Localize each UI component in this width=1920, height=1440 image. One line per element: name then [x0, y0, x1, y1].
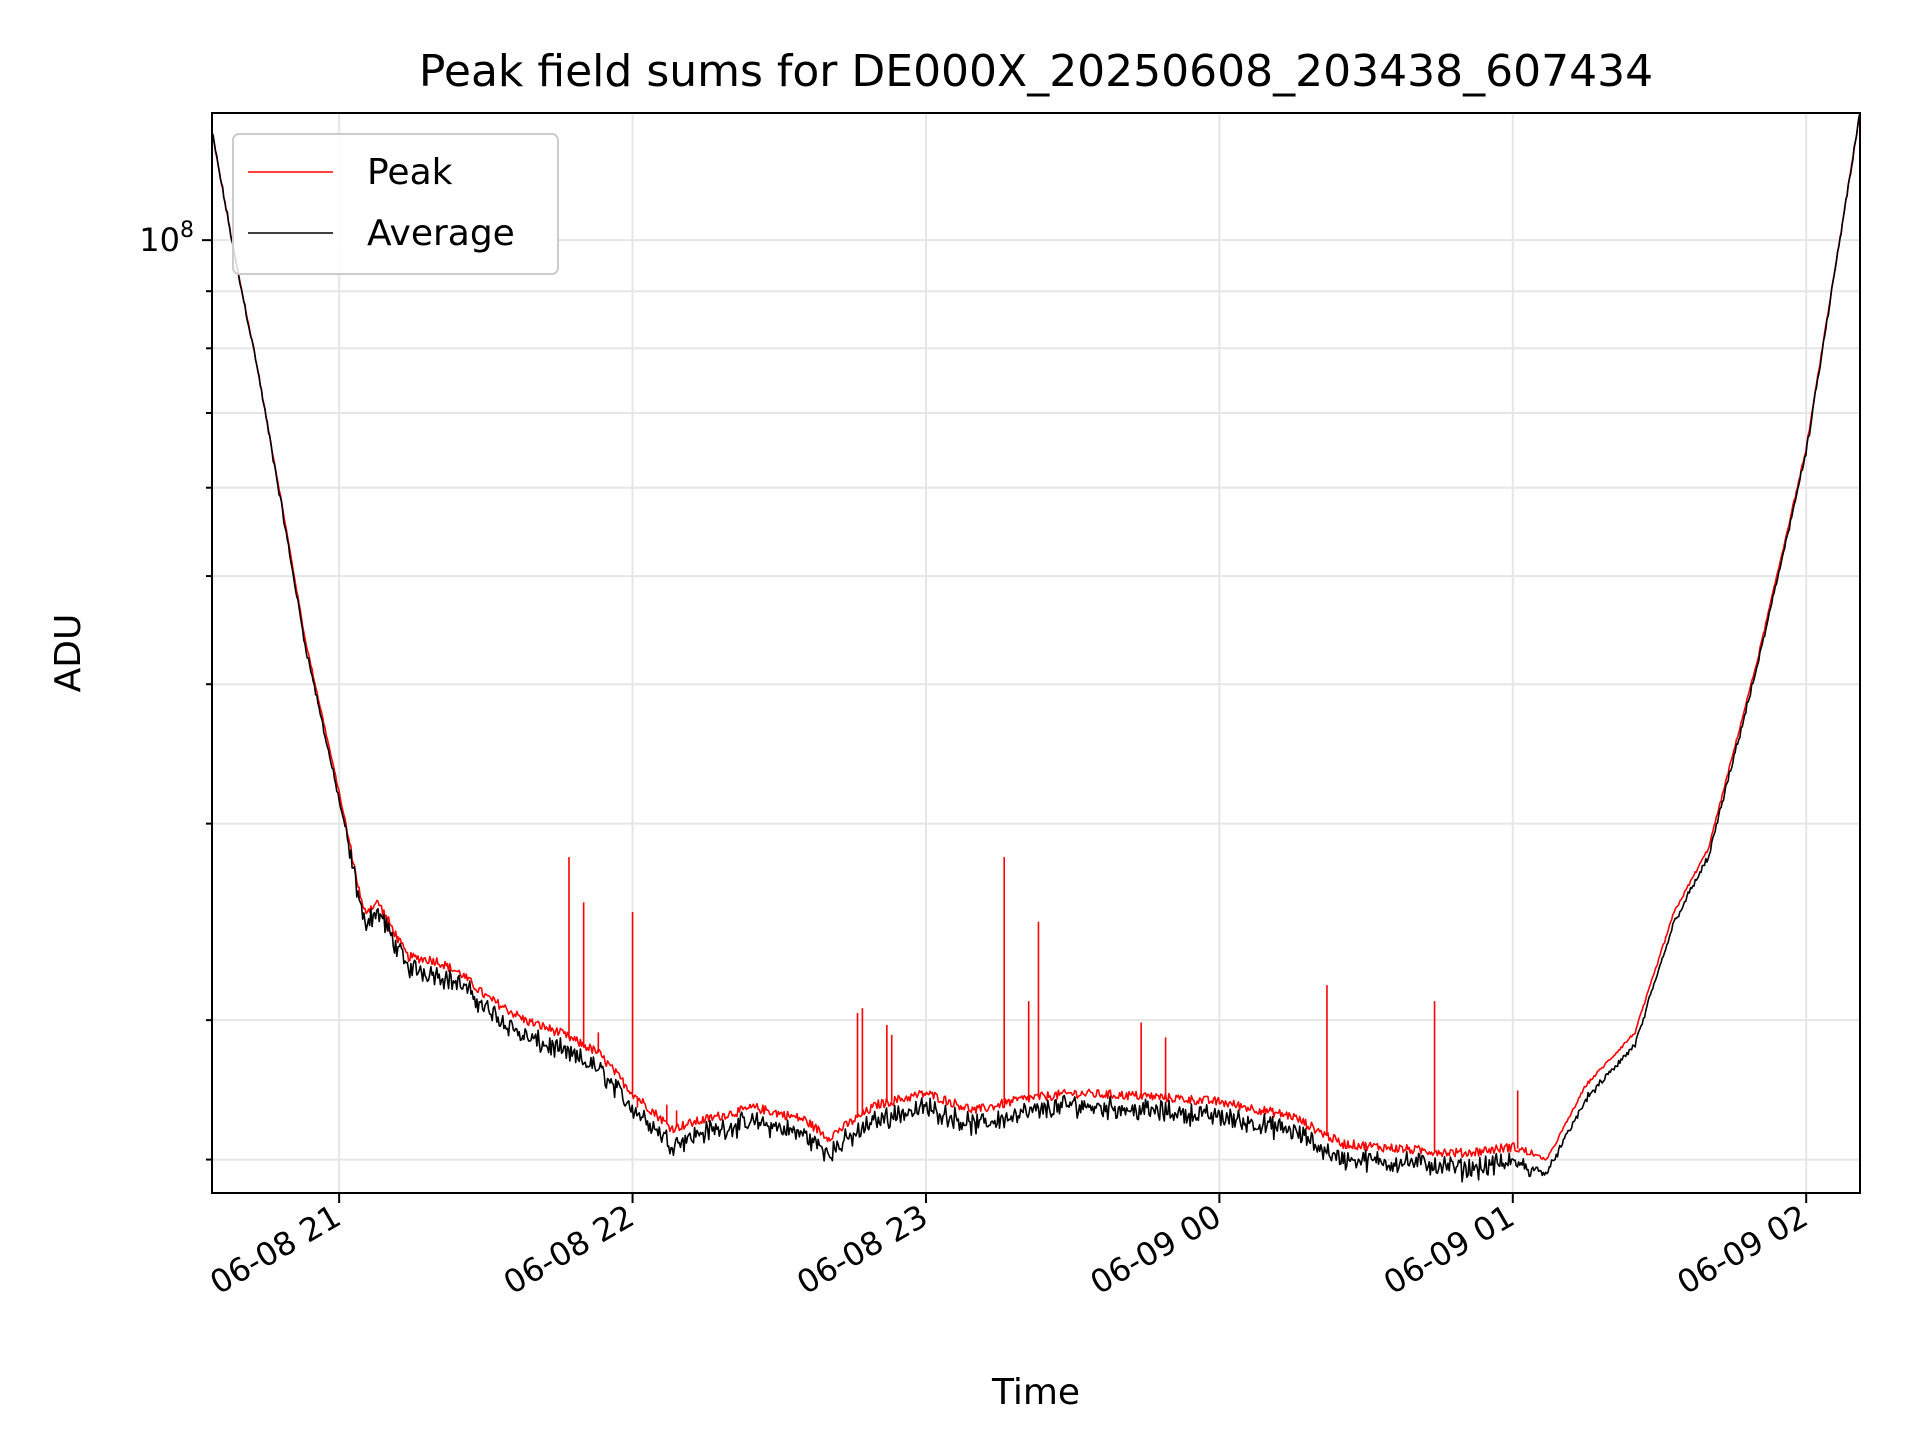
legend-box [232, 133, 559, 275]
legend: Peak Average [232, 133, 559, 275]
series-average-line [211, 112, 1861, 1183]
series-peak-line [211, 112, 1861, 1161]
series-layer [211, 112, 1861, 1183]
chart-title: Peak field sums for DE000X_20250608_2034… [419, 46, 1653, 97]
x-axis-label: Time [991, 1372, 1080, 1413]
plot-frame [211, 112, 1861, 1194]
grid [212, 113, 1860, 1193]
legend-average-label: Average [367, 213, 515, 254]
legend-peak-label: Peak [367, 152, 453, 193]
y-axis-label: ADU [48, 614, 89, 693]
